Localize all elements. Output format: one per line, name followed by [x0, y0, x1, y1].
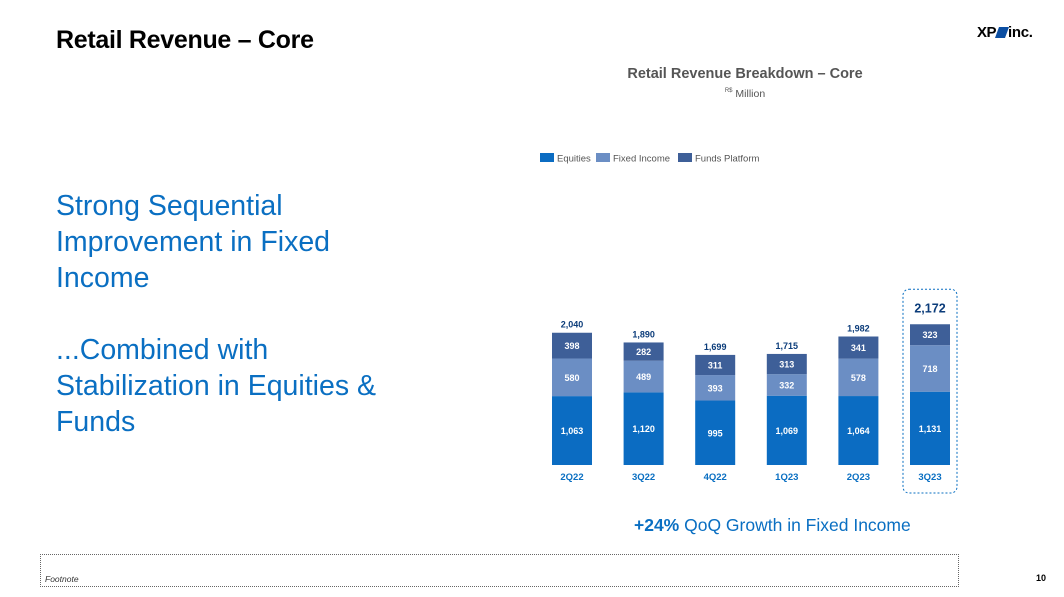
bar-value-label: 341 — [851, 343, 866, 353]
bar-segment-equities — [910, 391, 950, 465]
bar-segment-fixed-income — [766, 374, 807, 396]
x-tick-label: 3Q22 — [632, 472, 655, 483]
x-tick-label: 2Q23 — [847, 472, 870, 483]
page-title: Retail Revenue – Core — [56, 26, 314, 54]
bar-segment-fixed-income — [838, 358, 879, 397]
footnote-box: Footnote — [40, 554, 959, 587]
bar-segment-fixed-income — [623, 360, 664, 393]
growth-callout-value: +24% — [634, 515, 680, 535]
bar-value-label: 393 — [708, 383, 723, 393]
bar-value-label: 718 — [922, 364, 937, 374]
bar-total-label: 1,890 — [632, 329, 655, 339]
headline-line: ...Combined with — [56, 334, 269, 366]
bar-value-label: 332 — [779, 380, 794, 390]
bar-segment-funds-platform — [695, 354, 736, 376]
bar-segment-funds-platform — [910, 324, 950, 346]
headline-line: Strong Sequential — [56, 190, 283, 222]
legend-label: Fixed Income — [613, 154, 670, 165]
bar-segment-fixed-income — [695, 375, 736, 401]
headline-line: Stabilization in Equities & — [56, 370, 377, 402]
growth-callout: +24% QoQ Growth in Fixed Income — [634, 515, 911, 536]
bar-value-label: 1,063 — [561, 426, 584, 436]
legend-label: Equities — [557, 154, 591, 165]
bar-value-label: 311 — [708, 360, 723, 370]
bar-value-label: 1,069 — [776, 426, 799, 436]
x-tick-label: 1Q23 — [775, 472, 798, 483]
bar-total-label: 2,172 — [914, 301, 945, 315]
chart-subtitle-currency: R$ — [724, 88, 733, 94]
bar-segment-funds-platform — [766, 353, 807, 375]
headline-line: Funds — [56, 406, 136, 438]
company-logo: XP inc. — [977, 24, 1033, 41]
legend-swatch — [540, 153, 554, 162]
bar-value-label: 313 — [779, 360, 794, 370]
bar-value-label: 398 — [564, 341, 579, 351]
legend-swatch — [678, 153, 692, 162]
bar-total-label: 1,982 — [847, 324, 870, 334]
bar-segment-funds-platform — [838, 336, 879, 359]
page-number: 10 — [1036, 573, 1047, 583]
chart-subtitle-unit: Million — [735, 88, 766, 100]
headline-line: Improvement in Fixed — [56, 226, 331, 258]
bar-segment-equities — [695, 400, 736, 465]
bar-segment-fixed-income — [910, 345, 950, 392]
highlight-box — [902, 288, 958, 494]
bar-segment-equities — [838, 396, 879, 465]
x-tick-label: 2Q22 — [560, 472, 583, 483]
headline-line: Income — [56, 262, 150, 294]
bar-value-label: 995 — [708, 428, 723, 438]
chart-subtitle: R$ Million — [545, 88, 945, 100]
bar-value-label: 1,120 — [632, 424, 655, 434]
legend-label: Funds Platform — [695, 154, 759, 165]
bar-segment-equities — [623, 392, 664, 465]
logo-xp-text: XP — [977, 24, 997, 41]
bar-value-label: 578 — [851, 373, 866, 383]
logo-inc-text: inc. — [1008, 24, 1033, 41]
footnote-text: Footnote — [45, 574, 79, 584]
x-tick-label: 3Q23 — [918, 472, 941, 483]
bar-segment-funds-platform — [552, 332, 592, 359]
bar-value-label: 1,064 — [847, 426, 870, 436]
bar-value-label: 323 — [922, 330, 937, 340]
chart-title: Retail Revenue Breakdown – Core — [627, 66, 863, 82]
bar-total-label: 1,715 — [776, 341, 799, 351]
bar-segment-fixed-income — [552, 358, 592, 397]
x-tick-label: 4Q22 — [704, 472, 727, 483]
legend-swatch — [596, 153, 610, 162]
bar-total-label: 2,040 — [561, 320, 584, 330]
bar-total-label: 1,699 — [704, 342, 727, 352]
bar-segment-funds-platform — [623, 342, 664, 361]
bar-value-label: 489 — [636, 372, 651, 382]
bar-segment-equities — [552, 396, 592, 465]
bar-segment-equities — [766, 395, 807, 465]
bar-value-label: 580 — [564, 373, 579, 383]
bar-value-label: 282 — [636, 347, 651, 357]
growth-callout-text: QoQ Growth in Fixed Income — [679, 515, 911, 535]
bar-value-label: 1,131 — [919, 424, 942, 434]
headline-text: Strong Sequential Improvement in Fixed I… — [56, 188, 456, 440]
